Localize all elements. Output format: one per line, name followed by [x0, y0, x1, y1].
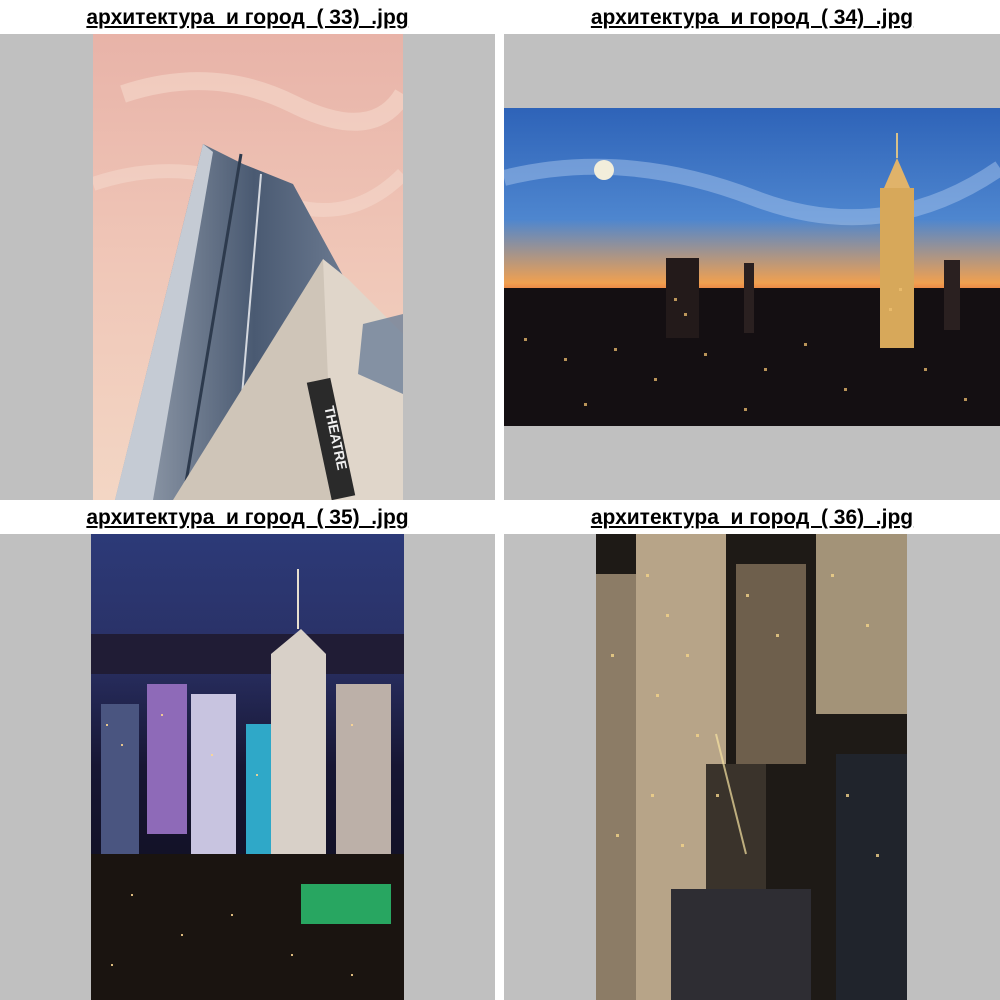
gallery-item-36[interactable]: архитектура и город ( 36) .jpg	[504, 500, 1000, 1000]
gallery-item-34[interactable]: архитектура и город ( 34) .jpg	[504, 0, 1000, 500]
thumbnail-frame: THEATRE	[0, 34, 495, 500]
city-skyline-dusk-photo-icon[interactable]	[504, 108, 1000, 426]
thumbnail-frame	[0, 534, 495, 1000]
filename-label[interactable]: архитектура и город ( 34) .jpg	[504, 3, 1000, 33]
thumbnail-frame	[504, 534, 1000, 1000]
thumbnail-frame	[504, 34, 1000, 500]
night-city-lights-photo-icon[interactable]	[91, 534, 404, 1000]
filename-label[interactable]: архитектура и город ( 36) .jpg	[504, 503, 1000, 533]
gallery-item-33[interactable]: архитектура и город ( 33) .jpg	[0, 0, 495, 500]
filename-label[interactable]: архитектура и город ( 33) .jpg	[0, 3, 495, 33]
gallery-item-35[interactable]: архитектура и город ( 35) .jpg	[0, 500, 495, 1000]
filename-label[interactable]: архитектура и город ( 35) .jpg	[0, 503, 495, 533]
night-towers-aerial-photo-icon[interactable]	[596, 534, 907, 1000]
skyscraper-sunset-photo-icon[interactable]: THEATRE	[93, 34, 403, 500]
